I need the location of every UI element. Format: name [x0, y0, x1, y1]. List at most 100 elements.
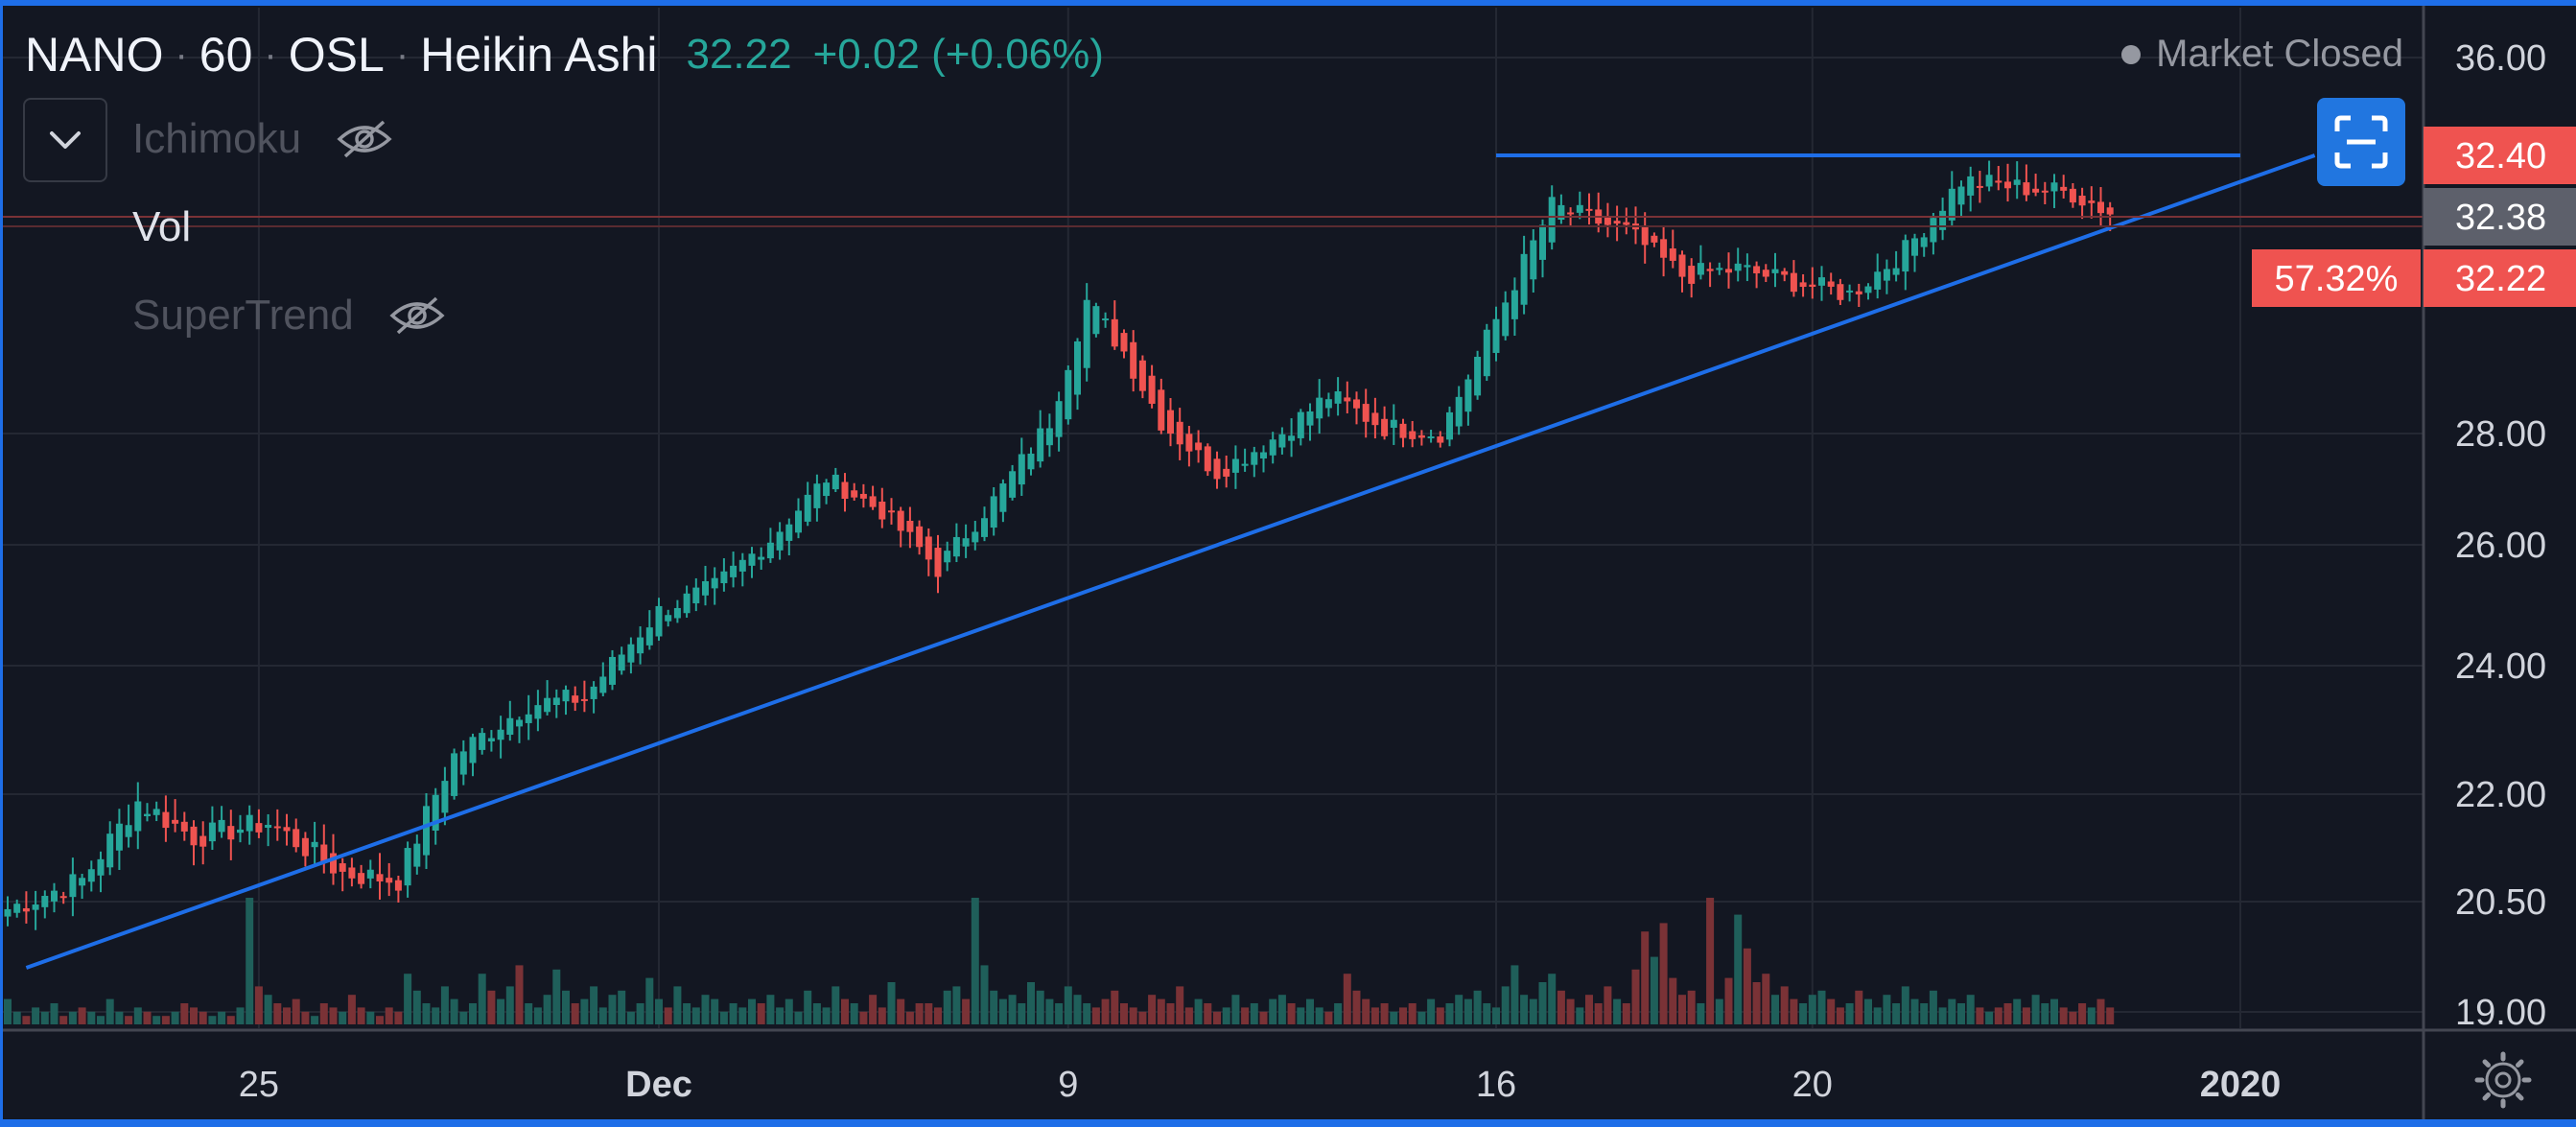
- volume-bar: [301, 1011, 310, 1024]
- settings-gear-icon[interactable]: [2474, 1051, 2532, 1109]
- candle-body: [2078, 195, 2086, 206]
- time-axis[interactable]: 25 Dec 9 16 20 2020: [239, 1065, 2282, 1105]
- candle-body: [702, 580, 709, 596]
- volume-bar: [1883, 995, 1891, 1024]
- volume-bar: [1817, 990, 1826, 1024]
- volume-bar: [1762, 974, 1770, 1024]
- candle-body: [804, 494, 811, 522]
- volume-bar: [2013, 998, 2022, 1024]
- volume-bar: [1306, 998, 1314, 1024]
- volume-bar: [105, 998, 114, 1024]
- volume-bar: [580, 998, 589, 1024]
- volume-bar: [590, 986, 598, 1024]
- indicator-ichimoku[interactable]: Ichimoku: [132, 115, 393, 163]
- volume-bar: [32, 1007, 40, 1024]
- candle-body: [720, 571, 728, 584]
- candle-body: [823, 482, 831, 497]
- price-tag-prev-close: [2424, 188, 2576, 246]
- candle-body: [311, 841, 318, 848]
- volume-bar: [1743, 948, 1751, 1024]
- volume-bar: [1045, 998, 1054, 1024]
- volume-bar: [1222, 1007, 1230, 1024]
- volume-bar: [1892, 1003, 1901, 1024]
- volume-bar: [655, 998, 663, 1024]
- candle-body: [1009, 471, 1017, 498]
- candle-body: [1483, 329, 1490, 377]
- collapse-indicators-button[interactable]: [23, 98, 107, 182]
- hidden-eye-icon[interactable]: [388, 294, 446, 337]
- volume-bar: [1250, 1003, 1258, 1024]
- candle-body: [2060, 186, 2068, 191]
- volume-bar: [1529, 998, 1537, 1024]
- volume-bar: [1929, 990, 1937, 1024]
- volume-bar: [432, 1007, 440, 1024]
- candle-body: [627, 644, 635, 663]
- volume-bar: [236, 1007, 245, 1024]
- chart-legend[interactable]: NANO · 60 · OSL · Heikin Ashi 32.22 +0.0…: [25, 27, 1104, 82]
- candle-body: [1381, 418, 1389, 436]
- fullscreen-button[interactable]: [2317, 98, 2405, 186]
- candle-body: [1985, 175, 1993, 187]
- volume-bar: [497, 998, 505, 1024]
- volume-bar: [2069, 1011, 2077, 1024]
- indicator-supertrend[interactable]: SuperTrend: [132, 292, 446, 340]
- candle-body: [1409, 431, 1417, 439]
- candle-body: [265, 824, 272, 828]
- volume-bar: [2078, 1003, 2087, 1024]
- volume-bar: [1008, 995, 1017, 1024]
- candle-body: [1371, 412, 1379, 426]
- candle-body: [1818, 277, 1825, 286]
- candle-body: [376, 874, 384, 881]
- volume-bar: [897, 998, 905, 1024]
- candle-body: [1288, 435, 1296, 441]
- volume-bar: [1920, 1003, 1929, 1024]
- volume-bar: [412, 990, 421, 1024]
- candle-body: [1437, 436, 1444, 443]
- hidden-eye-icon[interactable]: [336, 118, 393, 160]
- last-price: 32.22: [686, 31, 792, 78]
- candle-body: [1939, 210, 1947, 230]
- volume-bar: [1873, 1007, 1882, 1024]
- candle-body: [795, 510, 802, 533]
- candle-body: [2023, 182, 2030, 196]
- volume-bar: [934, 1007, 942, 1024]
- volume-bar: [701, 995, 710, 1024]
- candle-body: [1585, 208, 1593, 211]
- trend-drawings[interactable]: [25, 153, 2316, 970]
- candle-body: [1660, 239, 1668, 258]
- symbol-name[interactable]: NANO: [25, 28, 164, 82]
- candle-body: [758, 556, 765, 560]
- chart-style[interactable]: Heikin Ashi: [420, 28, 658, 82]
- volume-bar: [683, 1003, 691, 1024]
- candle-body: [404, 848, 411, 886]
- time-tick-label: 2020: [2200, 1065, 2282, 1105]
- candle-body: [1697, 263, 1704, 275]
- volume-bar: [1083, 1003, 1091, 1024]
- indicator-name: SuperTrend: [132, 292, 354, 339]
- volume-bar: [143, 1011, 152, 1024]
- volume-bar: [1706, 898, 1715, 1024]
- volume-bar: [1734, 914, 1743, 1024]
- interval[interactable]: 60: [199, 28, 253, 82]
- candle-body: [692, 587, 700, 604]
- price-axis[interactable]: 36.00 28.00 26.00 24.00 22.00 20.50 19.00: [0, 6, 2576, 1119]
- volume-bar: [246, 898, 254, 1024]
- candle-body: [283, 827, 291, 832]
- candle-body: [1083, 299, 1090, 368]
- volume-bar: [1659, 923, 1668, 1024]
- candle-body: [637, 637, 644, 654]
- volume-bar: [273, 1003, 282, 1024]
- volume-bar: [1036, 990, 1044, 1024]
- volume-bar: [440, 986, 449, 1024]
- candle-body: [525, 714, 532, 723]
- candle-body: [590, 686, 597, 699]
- candle-body: [506, 717, 514, 736]
- volume-bar: [2022, 1007, 2030, 1024]
- volume-bar: [264, 995, 272, 1024]
- candle-body: [1213, 458, 1221, 480]
- candle-body: [1417, 434, 1425, 438]
- candle-body: [497, 729, 504, 740]
- indicator-vol[interactable]: Vol: [132, 203, 191, 251]
- candle-body: [1120, 333, 1128, 352]
